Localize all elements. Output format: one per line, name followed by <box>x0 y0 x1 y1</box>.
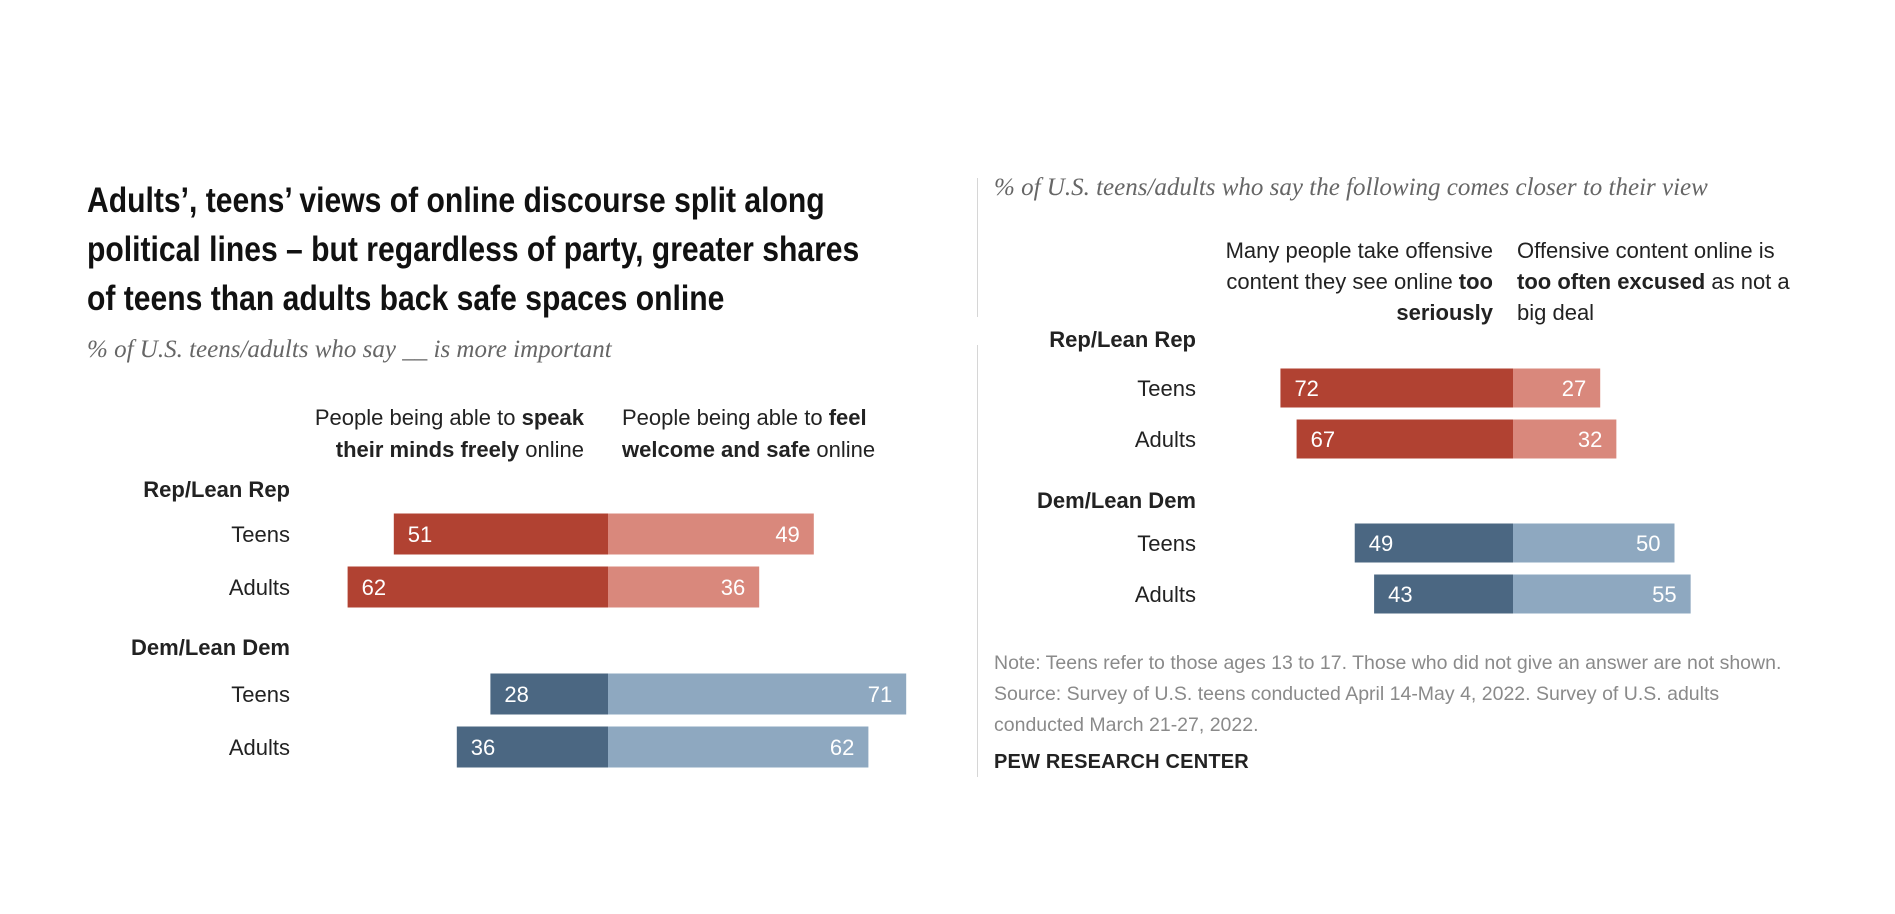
column-header-line: welcome and safe online <box>621 437 875 462</box>
data-label-right: 71 <box>868 682 892 707</box>
data-label-right: 62 <box>830 735 854 760</box>
bar-right <box>608 566 760 608</box>
panel-divider <box>977 178 978 317</box>
column-header-line: Offensive content online is <box>1517 238 1775 263</box>
column-header-line: their minds freely online <box>336 437 584 462</box>
row-label: Teens <box>1137 531 1196 556</box>
data-label-left: 51 <box>408 522 432 547</box>
row-label: Teens <box>231 522 290 547</box>
row-label: Teens <box>231 682 290 707</box>
data-label-left: 28 <box>504 682 528 707</box>
data-label-right: 50 <box>1636 531 1660 556</box>
title-line: Adults’, teens’ views of online discours… <box>87 181 825 220</box>
bar-left <box>490 673 608 715</box>
note-line: conducted March 21-27, 2022. <box>994 714 1259 736</box>
bar-left <box>1296 419 1513 459</box>
bar-left <box>456 726 608 768</box>
data-label-right: 32 <box>1578 427 1602 452</box>
note-line: Note: Teens refer to those ages 13 to 17… <box>994 652 1782 674</box>
note-line: Source: Survey of U.S. teens conducted A… <box>994 683 1720 705</box>
group-label: Rep/Lean Rep <box>143 477 290 502</box>
bar-right <box>1513 419 1617 459</box>
column-header-line: Many people take offensive <box>1226 238 1493 263</box>
bar-left <box>1374 574 1513 614</box>
left-chart-subtitle: % of U.S. teens/adults who say __ is mor… <box>87 336 612 363</box>
data-label-left: 62 <box>362 575 386 600</box>
column-header-line: content they see online too <box>1226 269 1493 294</box>
bar-right <box>1513 574 1691 614</box>
data-label-left: 43 <box>1388 582 1412 607</box>
chart-title: Adults’, teens’ views of online discours… <box>87 176 860 323</box>
group-label: Rep/Lean Rep <box>1049 327 1196 352</box>
group-label: Dem/Lean Dem <box>1037 488 1196 513</box>
right-chart-subtitle: % of U.S. teens/adults who say the follo… <box>994 174 1708 201</box>
column-header-line: People being able to feel <box>622 405 867 430</box>
pew-logo-text: PEW RESEARCH CENTER <box>994 751 1249 773</box>
column-header-line: seriously <box>1396 300 1493 325</box>
data-label-right: 49 <box>775 522 799 547</box>
data-label-right: 55 <box>1652 582 1676 607</box>
column-header-line: big deal <box>1517 300 1594 325</box>
row-label: Adults <box>229 735 290 760</box>
bar-right <box>608 726 869 768</box>
data-label-left: 67 <box>1311 427 1335 452</box>
bar-right <box>1513 368 1601 408</box>
data-label-right: 36 <box>721 575 745 600</box>
bar-left <box>1354 523 1513 563</box>
title-line: of teens than adults back safe spaces on… <box>87 279 725 318</box>
bar-left <box>393 513 608 555</box>
data-label-left: 36 <box>471 735 495 760</box>
data-label-right: 27 <box>1562 376 1586 401</box>
column-header-line: too often excused as not a <box>1517 269 1790 294</box>
title-line: political lines – but regardless of part… <box>87 230 860 269</box>
row-label: Adults <box>1135 582 1196 607</box>
panel-divider <box>977 345 978 777</box>
source-note: Note: Teens refer to those ages 13 to 17… <box>994 648 1781 741</box>
bar-right <box>608 513 814 555</box>
column-header-line: People being able to speak <box>315 405 585 430</box>
bar-left <box>1280 368 1513 408</box>
bar-left <box>347 566 608 608</box>
data-label-left: 49 <box>1369 531 1393 556</box>
group-label: Dem/Lean Dem <box>131 635 290 660</box>
row-label: Adults <box>1135 427 1196 452</box>
row-label: Teens <box>1137 376 1196 401</box>
bar-right <box>1513 523 1675 563</box>
bar-right <box>608 673 907 715</box>
row-label: Adults <box>229 575 290 600</box>
data-label-left: 72 <box>1294 376 1318 401</box>
